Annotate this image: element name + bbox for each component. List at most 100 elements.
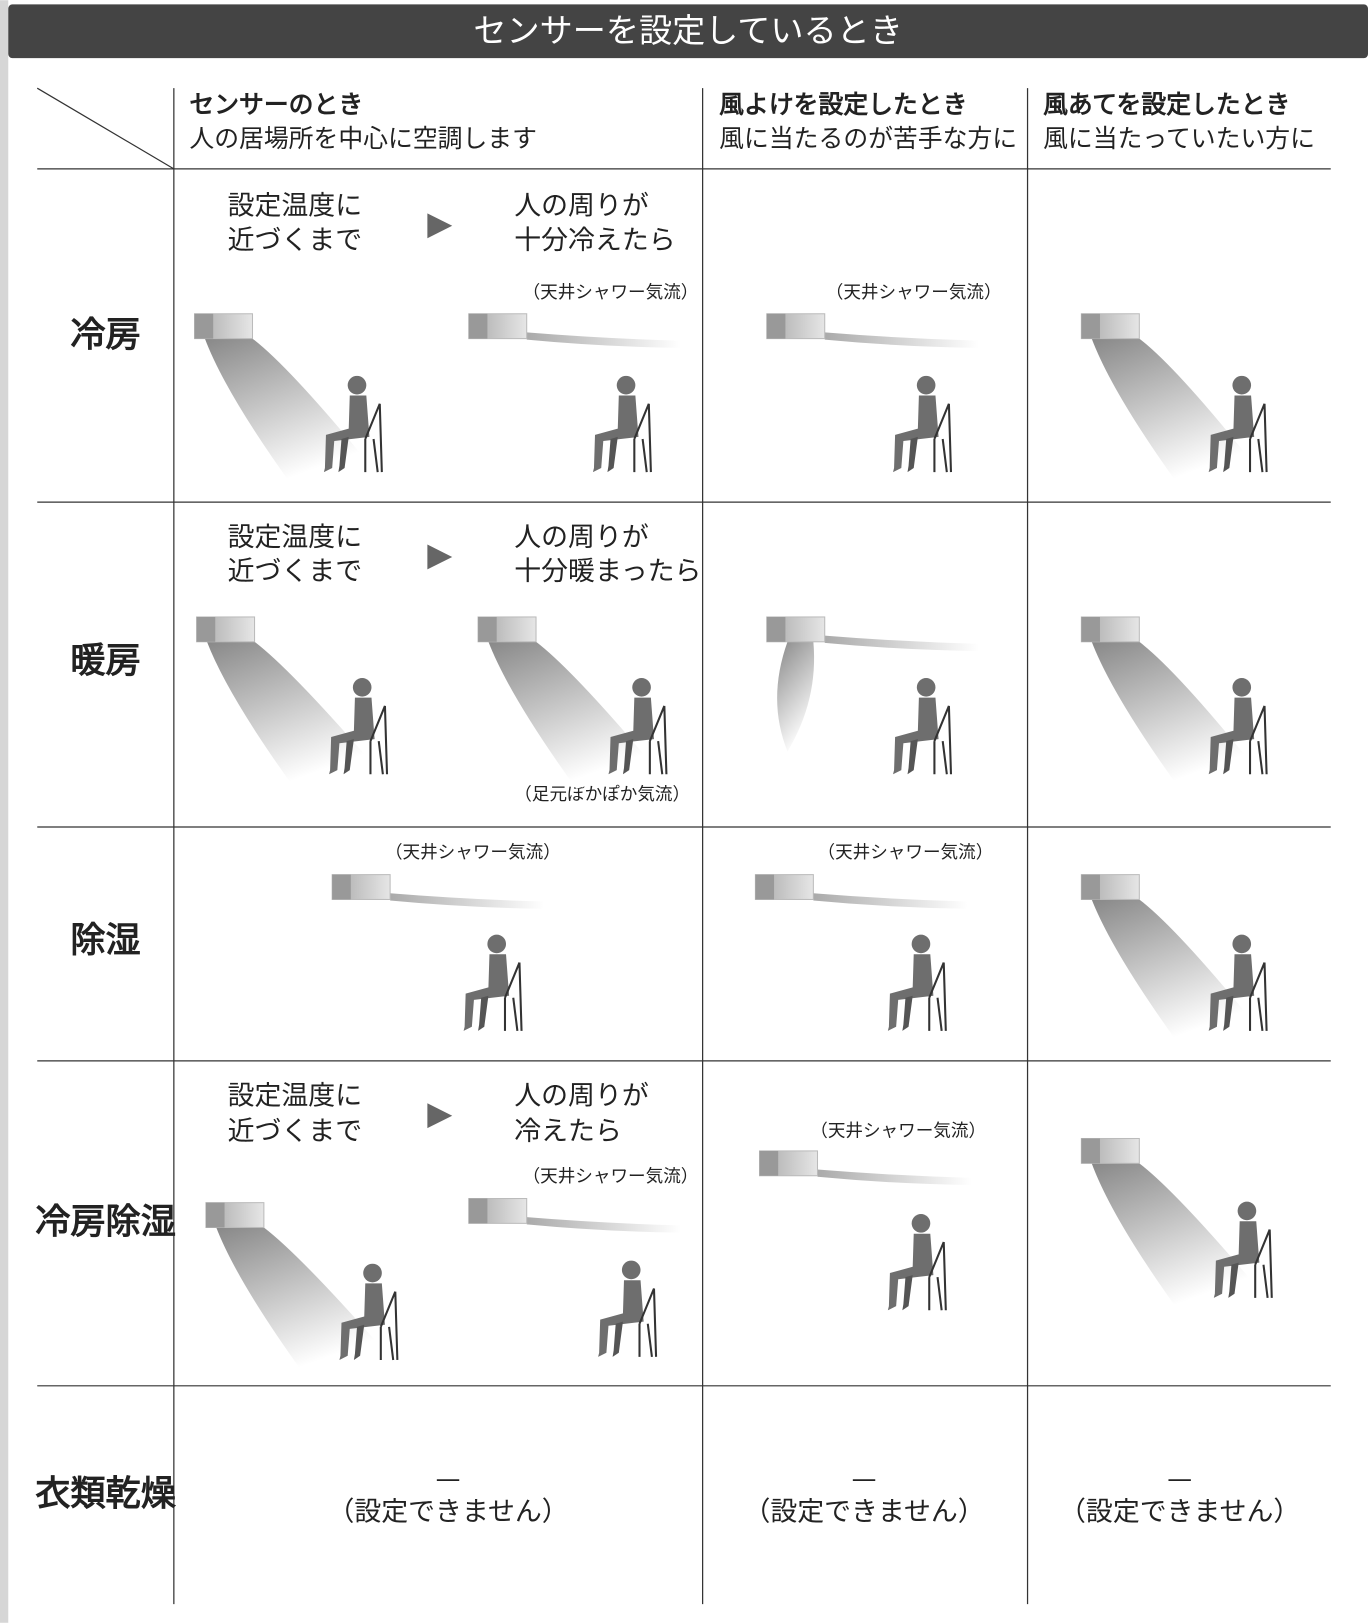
air-conditioner-side [196, 616, 216, 642]
air-conditioner-side [194, 313, 214, 339]
dash: — [852, 1464, 877, 1493]
person-leg [1223, 995, 1234, 1031]
column-subtitle: 人の居場所を中心に空調します [189, 124, 537, 153]
person-body [1208, 697, 1255, 775]
airflow-note: （天井シャワー気流） [385, 843, 561, 863]
row-label: 暖房 [70, 640, 140, 681]
step-arrow [427, 213, 453, 239]
airflow-down [777, 641, 815, 752]
step-after: 人の周りが [514, 522, 649, 553]
person-leg [607, 436, 618, 473]
person-head [632, 678, 651, 697]
chair [369, 705, 389, 775]
airflow-note: （天井シャワー気流） [523, 283, 699, 303]
person-head [1237, 1201, 1257, 1221]
airflow-note: （天井シャワー気流） [810, 1121, 986, 1141]
person-head [363, 1263, 382, 1283]
airflow-shower [526, 332, 681, 348]
chair [928, 962, 947, 1032]
air-conditioner-side [332, 874, 351, 900]
chair [933, 403, 953, 473]
airflow-down [1091, 899, 1247, 1046]
person-leg [478, 995, 489, 1031]
step-after: 十分暖まったら [514, 556, 701, 587]
chair [1248, 962, 1268, 1032]
person-body [1208, 954, 1255, 1031]
airflow-shower [526, 1217, 681, 1233]
person-head [911, 1214, 931, 1233]
air-conditioner-side [468, 313, 488, 339]
column-title: 風よけを設定したとき [719, 90, 967, 119]
person-leg [1223, 436, 1234, 473]
airflow-down [204, 338, 363, 487]
air-conditioner-side [478, 616, 497, 642]
airflow-down [216, 1227, 378, 1375]
airflow-down [1091, 338, 1247, 487]
person-leg [907, 436, 918, 473]
person-body [887, 1233, 934, 1311]
air-conditioner-side [755, 874, 775, 900]
person-head [487, 934, 507, 954]
column-subtitle: 風に当たっていたい方に [1043, 124, 1315, 153]
column-subtitle: 風に当たるのが苦手な方に [719, 124, 1017, 153]
chair [648, 705, 668, 775]
airflow-note: （天井シャワー気流） [523, 1167, 699, 1187]
air-conditioner-side [1081, 1138, 1100, 1164]
airflow-shower [390, 893, 545, 909]
step-before: 近づくまで [228, 1116, 362, 1147]
airflow-shower [824, 332, 979, 348]
person-body [608, 697, 654, 775]
airflow-note: （足元ぽかぽか気流） [514, 785, 690, 805]
chair [364, 403, 383, 473]
air-conditioner-side [1081, 874, 1100, 900]
person-body [893, 697, 939, 775]
person-body [339, 1283, 385, 1360]
step-before: 設定温度に [228, 191, 362, 222]
person-body [893, 395, 939, 473]
person-leg [1223, 739, 1234, 775]
airflow-down [206, 641, 368, 789]
header-bar [8, 4, 1368, 59]
column-title: センサーのとき [189, 90, 363, 119]
chair [503, 962, 523, 1032]
person-head [621, 1260, 641, 1280]
airflow-shower [824, 635, 979, 652]
dash: — [1167, 1464, 1192, 1493]
row-label: 衣類乾燥 [35, 1474, 177, 1515]
person-leg [902, 1275, 913, 1311]
step-after: 冷えたら [514, 1116, 622, 1147]
dash: — [436, 1464, 461, 1493]
person-leg [902, 995, 913, 1031]
person-head [616, 375, 636, 395]
row-label: 冷房除湿 [35, 1201, 176, 1242]
chair [933, 705, 953, 775]
air-conditioner-side [759, 1150, 779, 1176]
row-label: 冷房 [70, 315, 140, 356]
person-body [463, 954, 510, 1031]
chair [379, 1291, 399, 1361]
air-conditioner-side [766, 313, 786, 339]
diagonal [36, 87, 175, 170]
chair [928, 1241, 947, 1311]
header-title: センサーを設定しているとき [473, 11, 902, 50]
person-leg [612, 1321, 623, 1357]
air-conditioner-side [1081, 313, 1100, 339]
person-head [1232, 934, 1252, 954]
airflow-down [1091, 1163, 1253, 1313]
airflow-shower [817, 1169, 972, 1186]
row-label: 除湿 [70, 920, 140, 961]
person-body [1213, 1221, 1260, 1298]
person-leg [1228, 1262, 1239, 1298]
air-conditioner-side [766, 616, 786, 642]
step-after: 人の周りが [514, 191, 649, 222]
unavailable-note: （設定できません） [327, 1497, 568, 1528]
step-before: 近づくまで [228, 225, 362, 256]
air-conditioner-side [1081, 616, 1100, 642]
person-leg [907, 739, 918, 775]
person-head [916, 678, 936, 697]
airflow-note: （天井シャワー気流） [826, 283, 1002, 303]
person-body [329, 697, 375, 775]
chair [638, 1288, 658, 1357]
person-leg [338, 436, 349, 473]
